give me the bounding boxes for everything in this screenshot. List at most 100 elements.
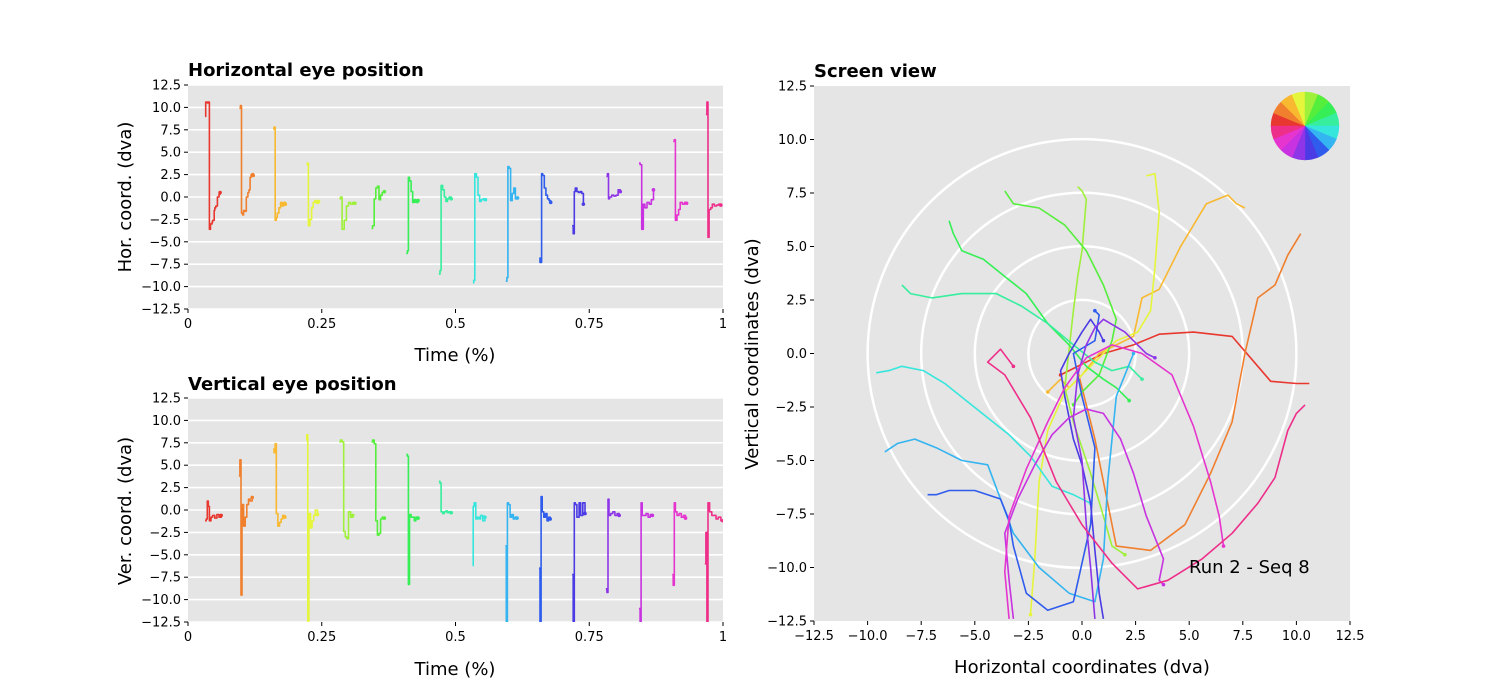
xtick-label: 1: [719, 317, 727, 332]
trace-line: [472, 172, 487, 284]
ytick-label: 7.5: [160, 123, 181, 138]
ytick-label: −2.5: [775, 401, 807, 416]
trace-line: [371, 439, 386, 536]
trace-end-point: [1045, 390, 1050, 394]
xtick-label: −7.5: [905, 629, 937, 644]
trace-end-point: [1011, 364, 1016, 369]
ytick-label: 0.0: [786, 347, 807, 362]
vertical-ylabel: Ver. coord. (dva): [115, 437, 136, 585]
trace-line: [1064, 186, 1126, 556]
horizontal-ytick-labels: 12.5 10.0 7.5 5.0 2.5 0.0 −2.5 −5.0 −7.5 −10.0 −12…: [141, 79, 188, 318]
trace-end-point: [449, 196, 454, 201]
trace-line: [1059, 318, 1105, 620]
run-sequence-annotation: Run 2 - Seq 8: [1189, 557, 1310, 578]
trace-line: [704, 501, 723, 622]
ytick-label: 12.5: [152, 79, 181, 94]
trace-line: [539, 172, 552, 264]
ytick-label: 0.0: [160, 504, 181, 519]
trace-line: [339, 196, 356, 231]
ytick-label: 5.0: [786, 240, 807, 255]
wheel-segment: [1270, 125, 1306, 140]
trace-end-point: [721, 518, 723, 523]
trace-line: [986, 348, 1306, 590]
xtick-label: 0.75: [575, 317, 604, 332]
trace-line: [438, 480, 453, 515]
trace-line: [505, 165, 519, 283]
trace-end-point: [250, 495, 254, 500]
trace-end-point: [283, 515, 287, 519]
vertical-panel: 12.5 10.0 7.5 5.0 2.5 0.0 −2.5 −5.0 −7.5 −10.0 −12…: [115, 374, 727, 680]
ytick-label: −12.5: [141, 303, 181, 318]
xtick-label: 0.25: [307, 630, 336, 645]
ytick-label: 12.5: [152, 392, 181, 407]
horizontal-series: [204, 101, 723, 284]
ytick-label: −12.5: [141, 616, 181, 631]
trace-end-point: [1161, 582, 1166, 587]
vertical-xtick-labels: 0 0.25 0.5 0.75 1: [184, 622, 727, 645]
trace-line: [605, 498, 621, 594]
horizontal-xtick-labels: 0 0.25 0.5 0.75 1: [184, 309, 727, 332]
trace-line: [639, 162, 655, 231]
ytick-label: 2.5: [160, 481, 181, 496]
trace-end-point: [353, 201, 357, 206]
trace-end-point: [1101, 338, 1106, 343]
trace-end-point: [1221, 544, 1226, 548]
xtick-label: 0.0: [1072, 629, 1093, 644]
ytick-label: 7.5: [160, 436, 181, 451]
screen-xlabel: Horizontal coordinates (dva): [954, 657, 1210, 678]
trace-line: [606, 172, 622, 200]
trace-end-point: [650, 513, 655, 518]
ytick-label: −5.0: [149, 548, 181, 563]
screen-series: [876, 172, 1310, 620]
trace-line: [572, 501, 586, 622]
trace-end-point: [218, 190, 222, 195]
trace-line: [948, 220, 1130, 402]
trace-line: [1029, 172, 1160, 615]
trace-line: [472, 501, 486, 567]
xtick-label: 0.75: [575, 630, 604, 645]
ytick-label: −5.0: [149, 235, 181, 250]
trace-line: [306, 162, 320, 227]
ytick-label: 10.0: [778, 133, 807, 148]
trace-line: [406, 176, 419, 255]
ytick-label: 7.5: [786, 187, 807, 202]
trace-end-point: [416, 516, 420, 520]
trace-line: [371, 185, 386, 230]
trace-line: [438, 184, 453, 275]
trace-end-point: [617, 513, 622, 518]
trace-end-point: [316, 199, 321, 204]
trace-line: [1004, 190, 1118, 406]
trace-end-point: [684, 201, 689, 206]
trace-end-point: [382, 189, 387, 194]
grid-circle: [919, 191, 1245, 516]
xtick-label: 10.0: [1282, 629, 1311, 644]
color-wheel-legend: [1270, 91, 1340, 161]
horizontal-ylabel: Hor. coord. (dva): [115, 122, 136, 273]
horizontal-xlabel: Time (%): [414, 345, 496, 366]
ytick-label: 2.5: [160, 168, 181, 183]
ytick-label: −10.0: [141, 280, 181, 295]
trace-line: [876, 365, 1091, 505]
trace-end-point: [581, 202, 586, 206]
ytick-label: −7.5: [149, 258, 181, 273]
ytick-label: 10.0: [152, 414, 181, 429]
horizontal-panel: 12.5 10.0 7.5 5.0 2.5 0.0 −2.5 −5.0 −7.5 −10.0 −12…: [115, 60, 727, 366]
ytick-label: 2.5: [786, 294, 807, 309]
xtick-label: 1: [719, 630, 727, 645]
screen-panel: 12.510.07.55.02.50.0−2.5−5.0−7.5−10.0−12…: [742, 61, 1364, 678]
screen-xtick-labels: −12.5 −10.0 −7.5 −5.0 −2.5 0.0 2.5 5.0 7.5 10.0 12…: [794, 621, 1364, 644]
trace-line: [305, 433, 319, 622]
xtick-label: 0: [184, 317, 192, 332]
trace-line: [204, 101, 221, 231]
trace-end-point: [651, 188, 656, 192]
trace-line: [673, 138, 688, 222]
ytick-label: 0.0: [160, 191, 181, 206]
ytick-label: −5.0: [775, 454, 807, 469]
trace-line: [884, 353, 1135, 603]
trace-end-point: [350, 513, 355, 518]
trace-line: [901, 284, 1143, 380]
xtick-label: −10.0: [848, 629, 888, 644]
screen-title: Screen view: [814, 61, 937, 82]
ytick-label: 12.5: [778, 80, 807, 95]
trace-end-point: [618, 189, 623, 194]
